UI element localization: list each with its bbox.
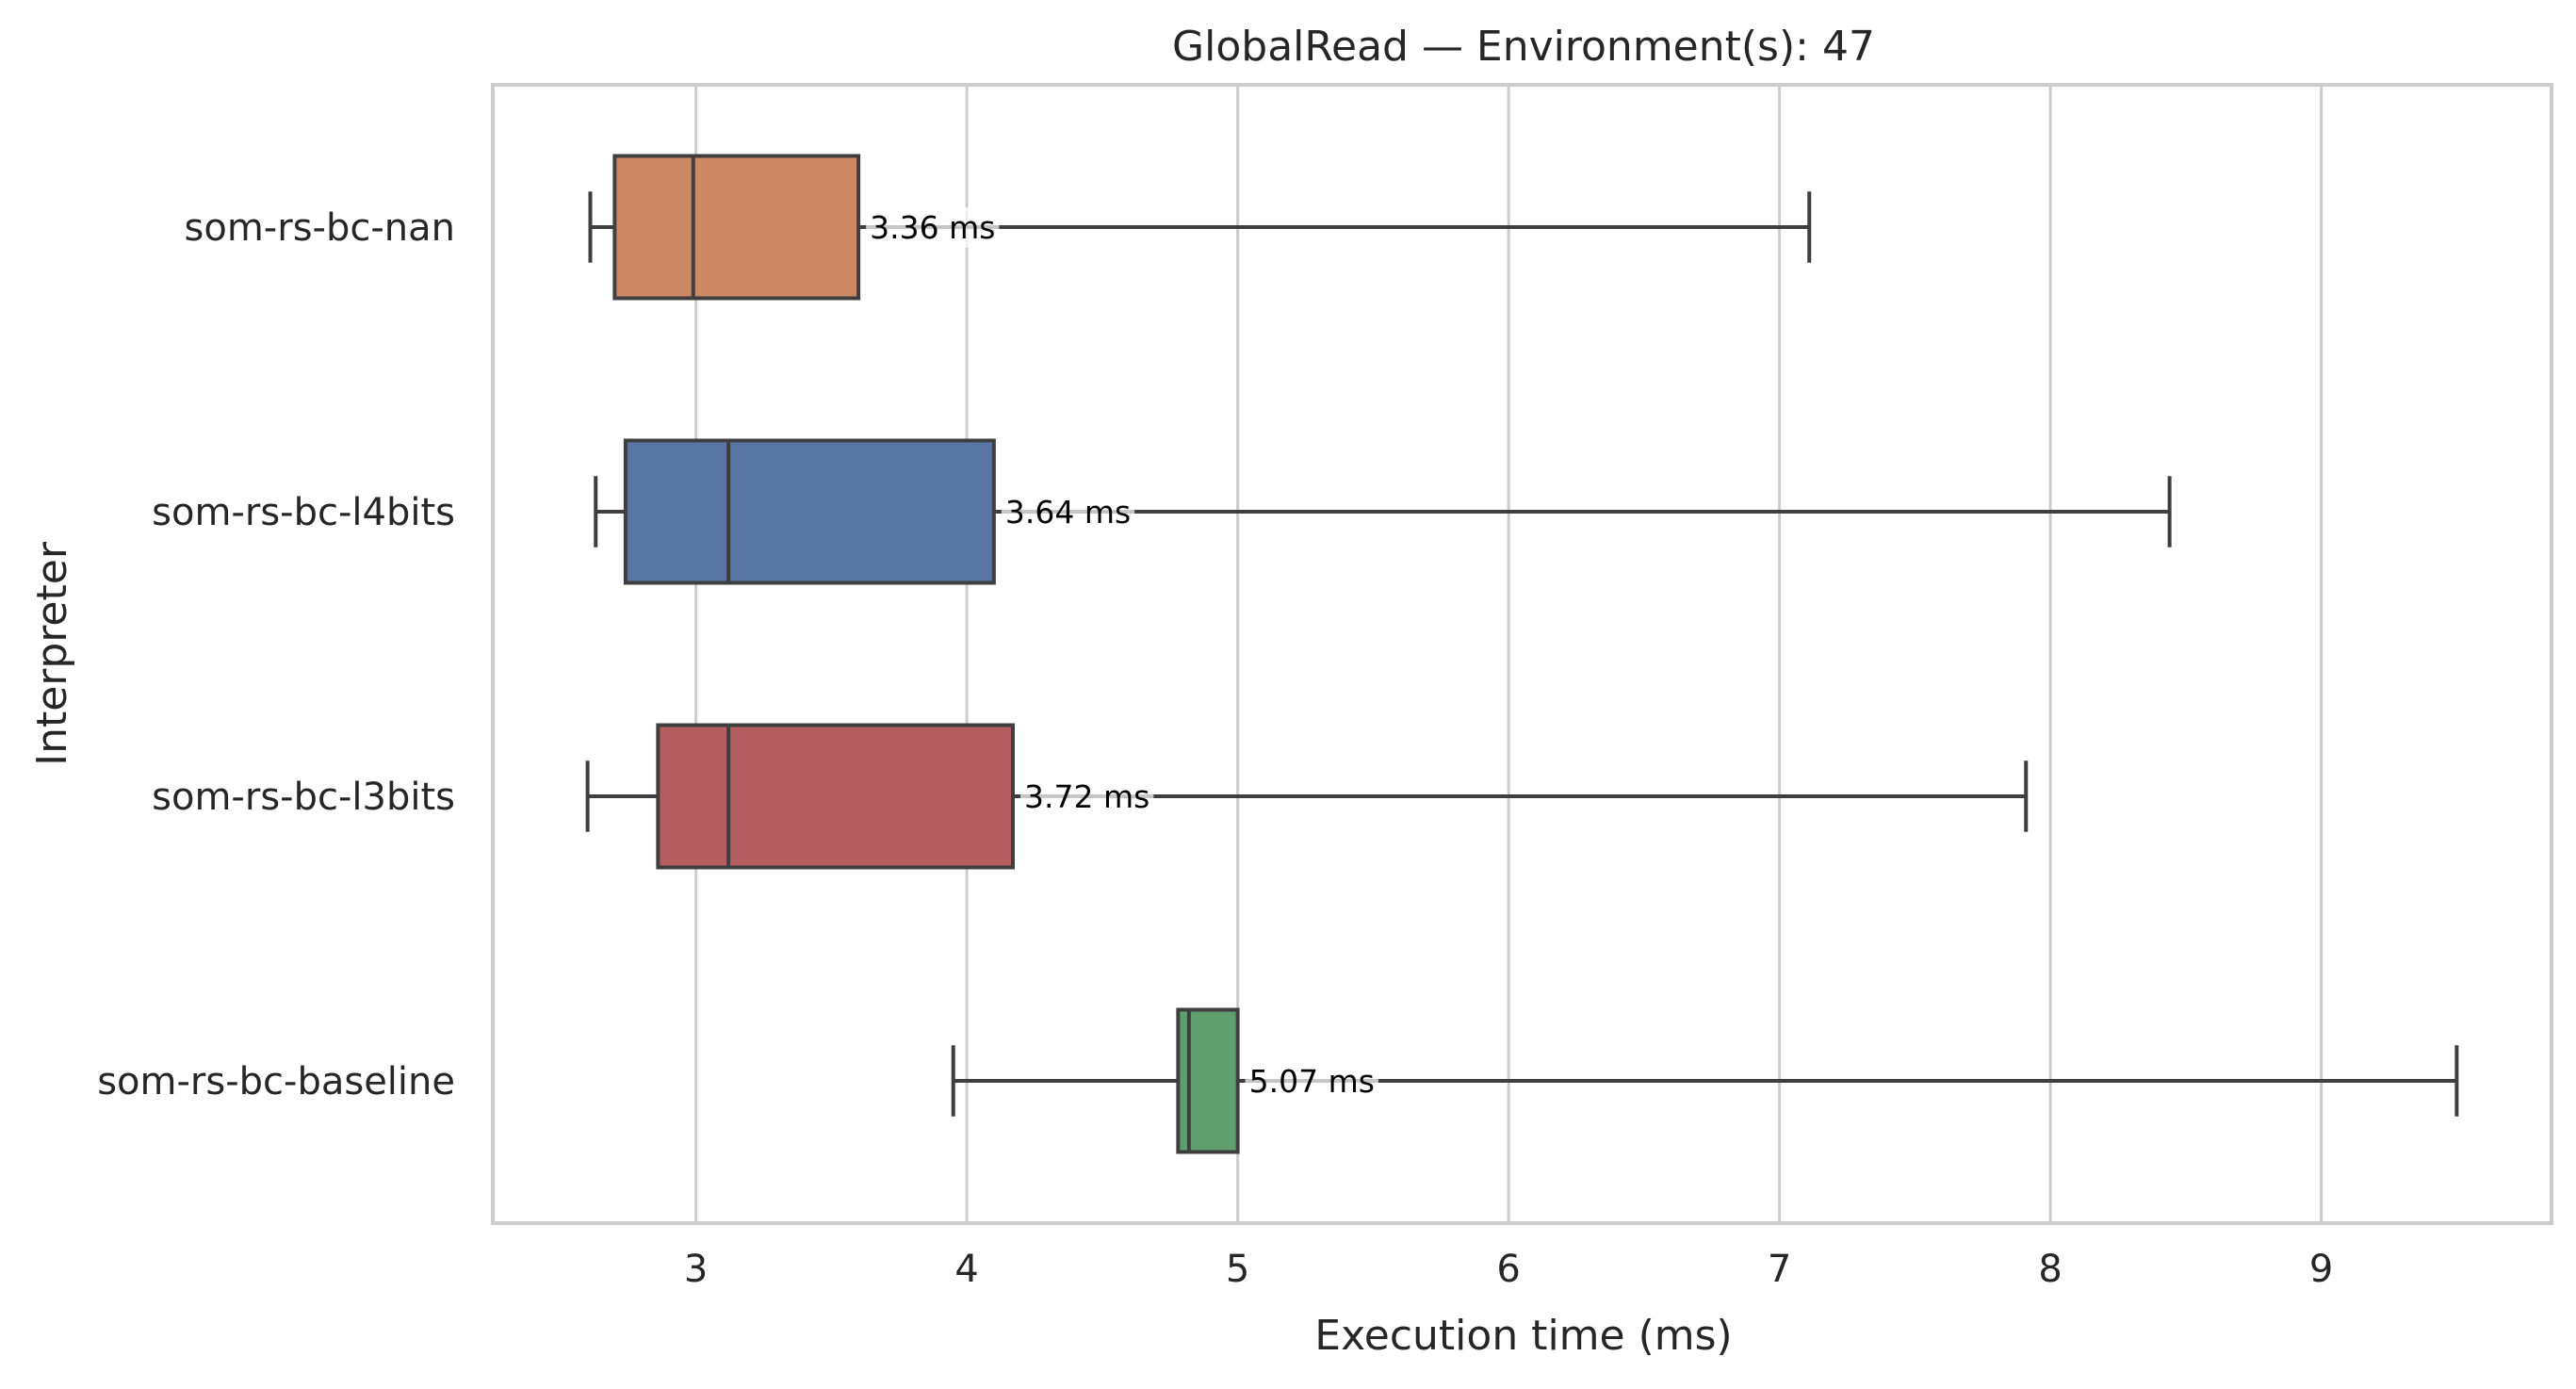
box-plots: 3.36 ms 3.64 ms 3.72 ms 5.07 ms <box>585 154 2459 1154</box>
mean-label: 3.36 ms <box>870 209 995 246</box>
box-iqr <box>612 154 861 301</box>
y-category-label: som-rs-bc-l3bits <box>152 776 455 819</box>
y-category-label: som-rs-bc-l4bits <box>152 491 455 534</box>
box-group <box>588 154 1812 301</box>
plot-frame <box>491 83 2553 1225</box>
box-iqr <box>623 438 996 585</box>
x-tick-label: 5 <box>1226 1248 1249 1291</box>
mean-label: 3.64 ms <box>1005 494 1131 531</box>
x-tick-label: 3 <box>684 1248 708 1291</box>
chart-title: GlobalRead — Environment(s): 47 <box>1172 23 1875 71</box>
grid-lines <box>694 85 2323 1223</box>
x-tick-label: 4 <box>954 1248 978 1291</box>
x-axis-ticks: 3 4 5 6 7 8 9 <box>684 1248 2333 1291</box>
mean-label-background <box>1245 1061 1378 1102</box>
mean-label-background <box>1001 492 1135 532</box>
x-tick-label: 9 <box>2309 1248 2333 1291</box>
box-group <box>585 723 2029 870</box>
x-tick-label: 6 <box>1496 1248 1520 1291</box>
y-category-label: som-rs-bc-baseline <box>97 1060 455 1103</box>
y-axis-categories: som-rs-bc-nan som-rs-bc-l4bits som-rs-bc-l… <box>97 206 455 1103</box>
x-tick-label: 7 <box>1768 1248 1791 1291</box>
y-axis-label: Interpreter <box>28 541 76 766</box>
mean-label: 5.07 ms <box>1249 1063 1375 1100</box>
y-category-label: som-rs-bc-nan <box>185 206 455 250</box>
box-iqr <box>656 723 1015 870</box>
mean-label-background <box>866 207 1000 248</box>
box-iqr <box>1176 1007 1240 1154</box>
box-group <box>951 1007 2459 1154</box>
x-tick-label: 8 <box>2038 1248 2062 1291</box>
mean-label-background <box>1020 776 1154 817</box>
mean-label: 3.72 ms <box>1024 778 1149 815</box>
x-axis-label: Execution time (ms) <box>1314 1312 1732 1360</box>
box-group <box>594 438 2172 585</box>
